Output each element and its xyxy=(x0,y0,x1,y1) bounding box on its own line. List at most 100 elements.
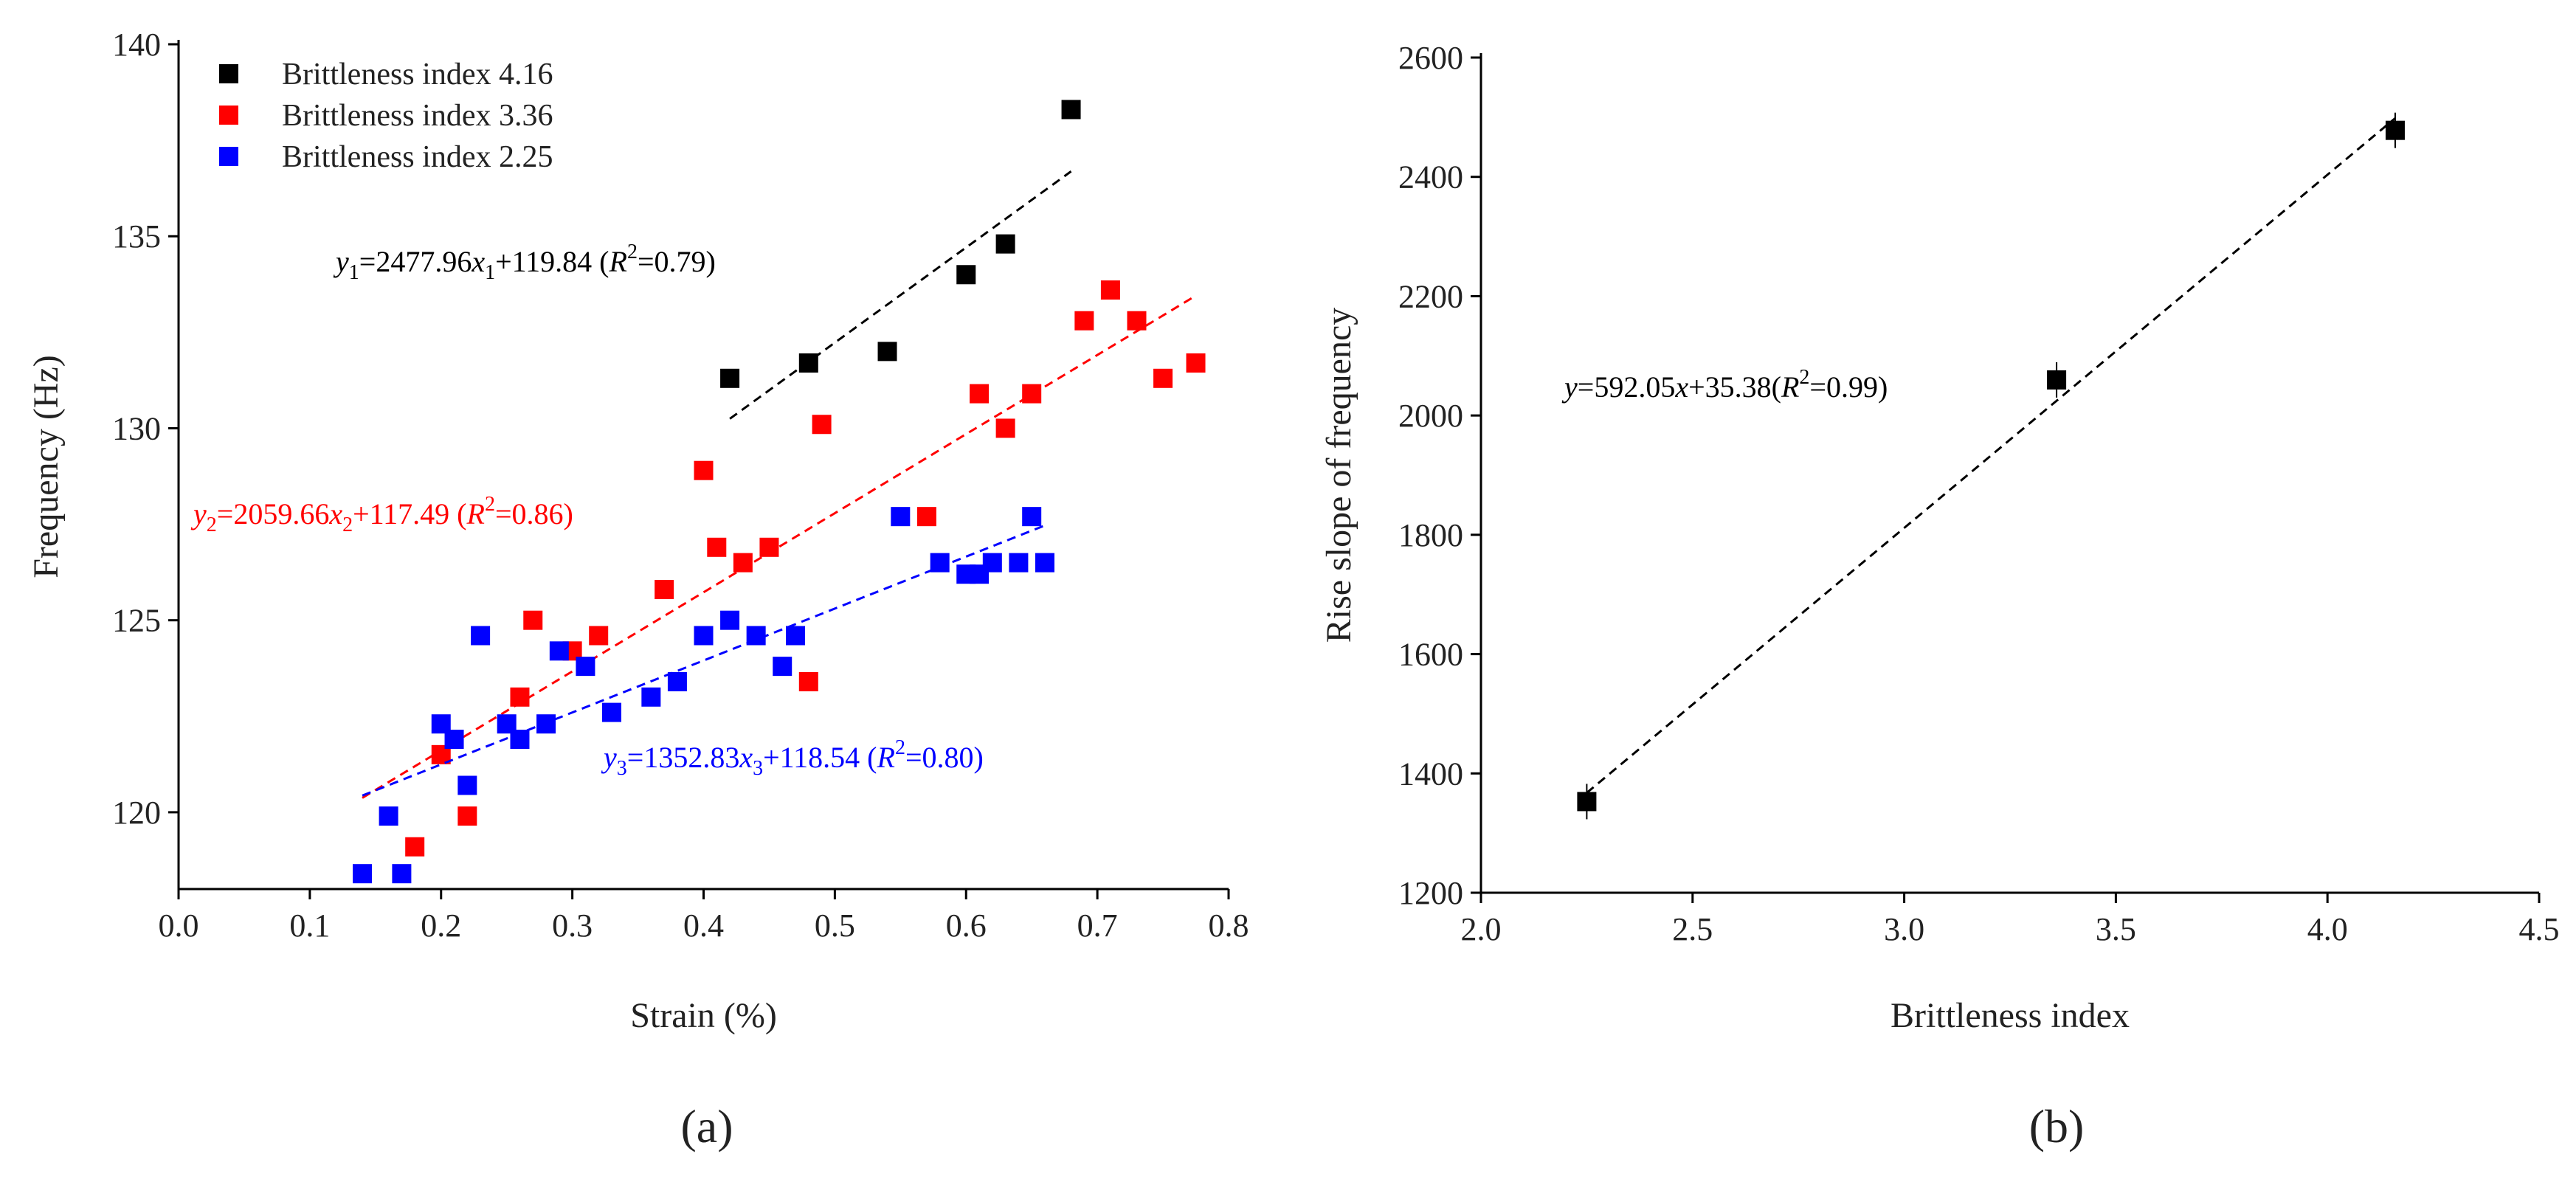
eq-r: R xyxy=(1781,370,1799,404)
eq-intercept: +35.38( xyxy=(1688,370,1781,404)
data-point xyxy=(549,641,569,661)
eq-y-sub: 2 xyxy=(207,514,217,536)
data-point xyxy=(405,837,425,857)
data-point xyxy=(536,714,556,734)
data-point xyxy=(786,626,806,646)
x-axis-label: Brittleness index xyxy=(1890,996,2130,1035)
eq-y: y xyxy=(190,497,207,530)
eq-r-sup: 2 xyxy=(485,493,495,516)
data-point xyxy=(720,368,740,388)
legend-marker-2 xyxy=(219,147,238,166)
fit-line-1 xyxy=(362,294,1197,799)
x-tick-label: 0.6 xyxy=(946,907,987,944)
x-tick-label: 0.1 xyxy=(289,907,330,944)
fit-equation-2: y3=1352.83x3+118.54 (R2=0.80) xyxy=(601,736,984,780)
data-point xyxy=(392,864,412,884)
y-tick-label: 2200 xyxy=(1398,278,1463,314)
x-tick-label: 2.0 xyxy=(1461,911,1502,947)
data-point xyxy=(457,775,477,795)
eq-x: x xyxy=(471,245,485,278)
y-tick-label: 130 xyxy=(112,410,161,446)
panel-label: (a) xyxy=(680,1100,733,1152)
y-tick-label: 2000 xyxy=(1398,398,1463,434)
y-tick-label: 125 xyxy=(112,603,161,639)
eq-y: y xyxy=(601,741,617,774)
legend-label-2: Brittleness index 2.25 xyxy=(282,140,553,174)
data-point xyxy=(720,610,740,630)
legend-marker-0 xyxy=(219,64,238,83)
eq-x: x xyxy=(739,741,753,774)
y-tick-label: 2400 xyxy=(1398,159,1463,196)
data-point xyxy=(1009,553,1029,573)
fit-equation-0: y=592.05x+35.38(R2=0.99) xyxy=(1561,366,1888,404)
eq-y: y xyxy=(1561,370,1578,404)
data-point xyxy=(655,580,674,600)
data-point xyxy=(1074,311,1094,331)
data-point xyxy=(982,553,1002,573)
y-tick-label: 1800 xyxy=(1398,517,1463,553)
data-point xyxy=(733,553,753,573)
data-point xyxy=(877,342,897,362)
data-point xyxy=(759,537,779,557)
x-tick-label: 0.0 xyxy=(159,907,199,944)
eq-x: x xyxy=(328,497,342,530)
y-tick-label: 1200 xyxy=(1398,875,1463,911)
data-point xyxy=(667,671,687,691)
data-point xyxy=(970,384,990,404)
data-point xyxy=(457,806,477,826)
data-point xyxy=(995,234,1015,254)
eq-r-sup: 2 xyxy=(627,241,638,263)
data-point xyxy=(773,657,793,677)
eq-r2-value: =0.80) xyxy=(905,741,984,774)
data-point xyxy=(746,626,766,646)
legend-label-0: Brittleness index 4.16 xyxy=(282,58,553,91)
y-tick-label: 140 xyxy=(112,27,161,63)
eq-slope: =592.05 xyxy=(1578,370,1676,404)
data-point xyxy=(812,415,832,435)
data-point xyxy=(601,702,621,722)
x-axis-label: Strain (%) xyxy=(630,996,777,1035)
y-tick-label: 120 xyxy=(112,795,161,831)
eq-r: R xyxy=(877,741,895,774)
data-point xyxy=(1022,507,1042,527)
x-tick-label: 3.0 xyxy=(1884,911,1924,947)
x-tick-label: 0.7 xyxy=(1077,907,1118,944)
data-point xyxy=(471,626,491,646)
data-point xyxy=(1100,280,1120,300)
data-point xyxy=(798,671,818,691)
eq-intercept: +117.49 ( xyxy=(353,497,466,530)
x-tick-label: 0.4 xyxy=(683,907,724,944)
eq-x-sub: 1 xyxy=(485,261,495,284)
eq-r2-value: =0.86) xyxy=(495,497,573,530)
data-point xyxy=(995,418,1015,438)
eq-intercept: +118.54 ( xyxy=(763,741,877,774)
eq-intercept: +119.84 ( xyxy=(495,245,609,278)
data-point xyxy=(694,626,714,646)
eq-y-sub: 1 xyxy=(349,261,359,284)
data-point xyxy=(1186,353,1206,373)
data-point xyxy=(523,610,543,630)
fit-equation-1: y2=2059.66x2+117.49 (R2=0.86) xyxy=(190,493,573,536)
data-point xyxy=(930,553,950,573)
data-point xyxy=(589,626,609,646)
data-point xyxy=(510,687,530,707)
panel-label: (b) xyxy=(2029,1100,2085,1152)
eq-x: x xyxy=(1674,370,1688,404)
data-point xyxy=(798,353,818,373)
data-point xyxy=(1061,100,1081,120)
fit-line-0 xyxy=(1586,117,2396,794)
fit-line-0 xyxy=(729,170,1072,420)
data-point xyxy=(353,864,373,884)
x-tick-label: 4.0 xyxy=(2307,911,2348,947)
eq-r-sup: 2 xyxy=(895,736,905,759)
x-tick-label: 3.5 xyxy=(2096,911,2136,947)
eq-r2-value: =0.79) xyxy=(638,245,716,278)
data-point xyxy=(956,265,976,285)
y-tick-label: 135 xyxy=(112,218,161,255)
x-tick-label: 2.5 xyxy=(1672,911,1713,947)
x-tick-label: 0.5 xyxy=(815,907,855,944)
x-tick-label: 0.2 xyxy=(421,907,461,944)
eq-y-sub: 3 xyxy=(617,757,627,780)
data-point xyxy=(1127,311,1147,331)
